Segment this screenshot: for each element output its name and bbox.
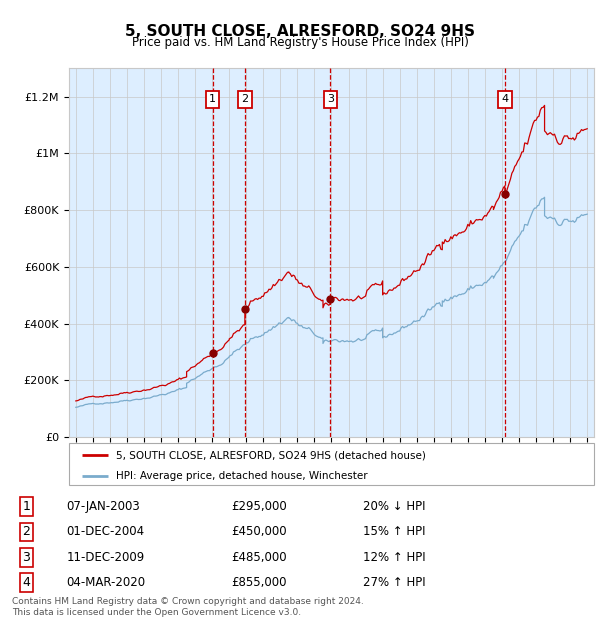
- Text: 2: 2: [22, 526, 31, 538]
- FancyBboxPatch shape: [69, 443, 594, 485]
- Text: 2: 2: [241, 94, 248, 104]
- Text: 15% ↑ HPI: 15% ↑ HPI: [364, 526, 426, 538]
- Text: £450,000: £450,000: [231, 526, 287, 538]
- Text: HPI: Average price, detached house, Winchester: HPI: Average price, detached house, Winc…: [116, 471, 368, 481]
- Text: £295,000: £295,000: [231, 500, 287, 513]
- Text: 07-JAN-2003: 07-JAN-2003: [67, 500, 140, 513]
- Bar: [69, 68, 594, 437]
- Text: 12% ↑ HPI: 12% ↑ HPI: [364, 551, 426, 564]
- Text: 04-MAR-2020: 04-MAR-2020: [67, 576, 146, 589]
- Text: Contains HM Land Registry data © Crown copyright and database right 2024.
This d: Contains HM Land Registry data © Crown c…: [12, 598, 364, 617]
- Text: 3: 3: [327, 94, 334, 104]
- Text: 20% ↓ HPI: 20% ↓ HPI: [364, 500, 426, 513]
- Text: 01-DEC-2004: 01-DEC-2004: [67, 526, 145, 538]
- Text: 1: 1: [209, 94, 216, 104]
- Text: 5, SOUTH CLOSE, ALRESFORD, SO24 9HS: 5, SOUTH CLOSE, ALRESFORD, SO24 9HS: [125, 24, 475, 38]
- Text: 3: 3: [22, 551, 31, 564]
- Bar: [505, 68, 594, 437]
- Text: 27% ↑ HPI: 27% ↑ HPI: [364, 576, 426, 589]
- Text: £855,000: £855,000: [231, 576, 286, 589]
- Text: 5, SOUTH CLOSE, ALRESFORD, SO24 9HS (detached house): 5, SOUTH CLOSE, ALRESFORD, SO24 9HS (det…: [116, 450, 426, 460]
- Text: £485,000: £485,000: [231, 551, 287, 564]
- Text: 4: 4: [501, 94, 508, 104]
- Text: 1: 1: [22, 500, 31, 513]
- Text: 4: 4: [22, 576, 31, 589]
- Text: 11-DEC-2009: 11-DEC-2009: [67, 551, 145, 564]
- Text: Price paid vs. HM Land Registry's House Price Index (HPI): Price paid vs. HM Land Registry's House …: [131, 36, 469, 49]
